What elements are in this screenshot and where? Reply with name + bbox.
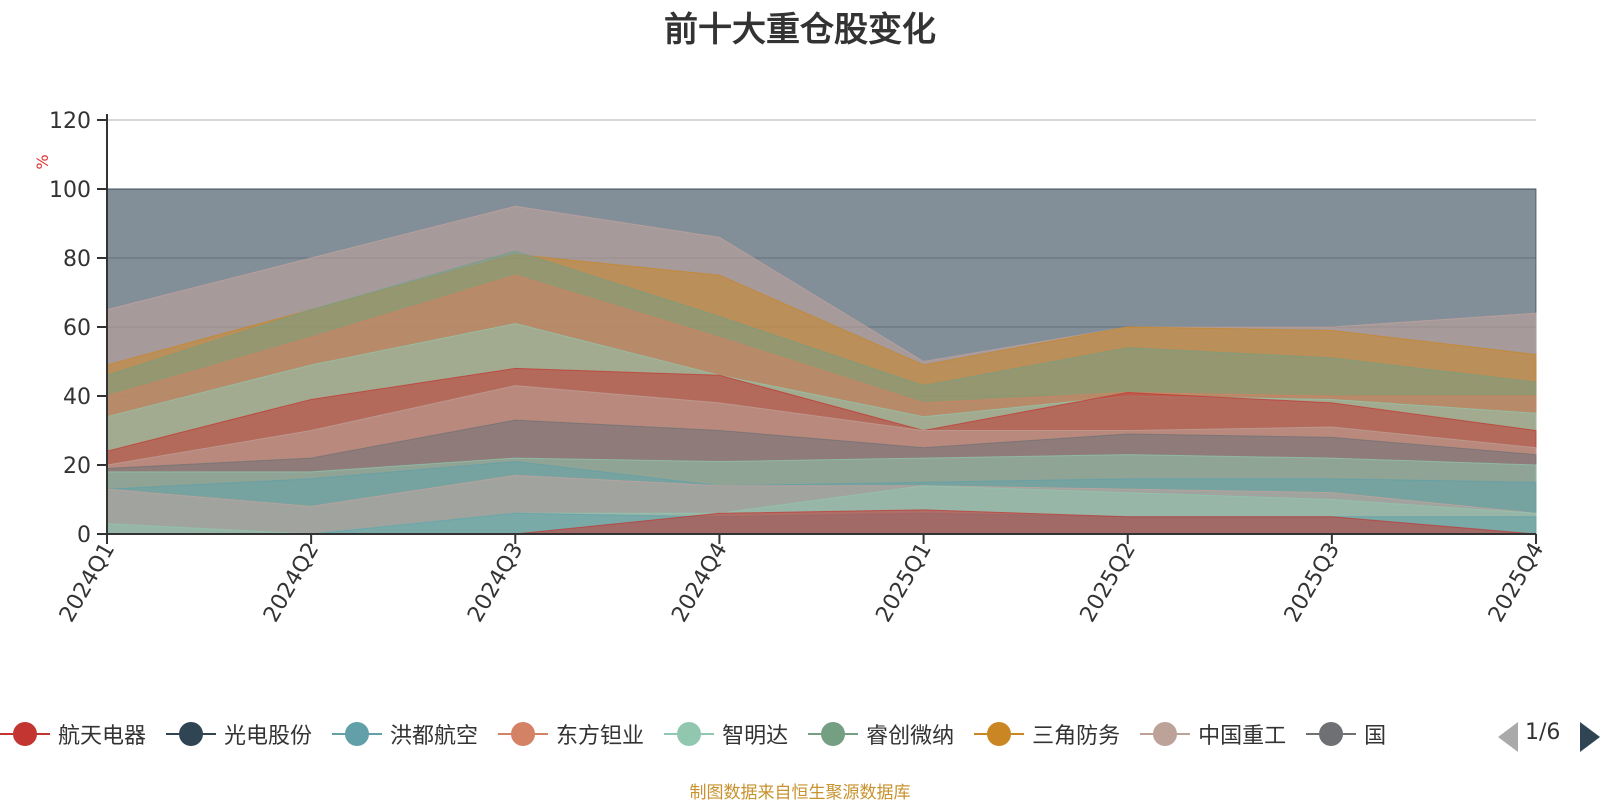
legend-marker-icon — [1306, 722, 1357, 746]
y-tick-label: 20 — [63, 454, 91, 479]
legend-item[interactable]: 航天电器 — [0, 714, 146, 754]
legend-next-page-icon[interactable] — [1580, 722, 1600, 752]
legend-label: 国 — [1364, 724, 1387, 749]
y-tick-label: 0 — [77, 523, 91, 548]
legend-label: 光电股份 — [224, 724, 313, 749]
chart-title: 前十大重仓股变化 — [664, 10, 936, 50]
legend-prev-page-icon[interactable] — [1498, 722, 1518, 752]
y-tick-label: 40 — [63, 385, 91, 410]
legend-marker-icon — [1140, 722, 1191, 746]
legend: 航天电器 光电股份 洪都航空 东方钽业 智明达 睿创微纳 三角防务 中国重工 国 — [0, 714, 1470, 754]
legend-item[interactable]: 洪都航空 — [332, 714, 478, 754]
legend-marker-icon — [332, 722, 383, 746]
legend-label: 洪都航空 — [390, 724, 479, 749]
legend-item[interactable]: 东方钽业 — [498, 714, 644, 754]
legend-marker-icon — [808, 722, 859, 746]
legend-label: 东方钽业 — [556, 724, 645, 749]
legend-label: 航天电器 — [58, 724, 147, 749]
y-tick-label: 60 — [63, 316, 91, 341]
legend-label: 睿创微纳 — [866, 724, 955, 749]
x-tick-label: 2024Q4 — [667, 539, 732, 627]
legend-page-indicator: 1/6 — [1525, 720, 1561, 745]
x-tick-label: 2025Q1 — [871, 539, 936, 627]
y-tick-label: 100 — [49, 178, 91, 203]
x-tick-label: 2024Q1 — [55, 539, 120, 627]
legend-item[interactable]: 光电股份 — [166, 714, 312, 754]
legend-marker-icon — [0, 722, 50, 746]
legend-label: 三角防务 — [1032, 724, 1121, 749]
legend-label: 中国重工 — [1198, 724, 1287, 749]
legend-item[interactable]: 国 — [1306, 714, 1386, 754]
legend-marker-icon — [974, 722, 1025, 746]
x-tick-label: 2025Q2 — [1076, 539, 1141, 627]
y-axis-label: % — [33, 154, 52, 169]
legend-item[interactable]: 智明达 — [664, 714, 788, 754]
x-tick-label: 2024Q2 — [259, 539, 324, 627]
x-tick-label: 2025Q3 — [1280, 539, 1345, 627]
legend-item[interactable]: 中国重工 — [1140, 714, 1286, 754]
y-tick-label: 80 — [63, 247, 91, 272]
legend-marker-icon — [498, 722, 549, 746]
y-tick-label: 120 — [49, 109, 91, 134]
source-note: 制图数据来自恒生聚源数据库 — [689, 783, 911, 803]
x-tick-label: 2024Q3 — [463, 539, 528, 627]
x-tick-label: 2025Q4 — [1484, 539, 1549, 627]
legend-item[interactable]: 睿创微纳 — [808, 714, 954, 754]
legend-pager: 1/6 — [1498, 718, 1600, 752]
chart-area: 0 20 40 60 80 100 120% 2024Q1 2024Q2 2024Q3 2024Q4… — [33, 109, 1549, 627]
legend-item[interactable]: 三角防务 — [974, 714, 1120, 754]
legend-label: 智明达 — [722, 724, 789, 749]
legend-marker-icon — [166, 722, 217, 746]
legend-marker-icon — [664, 722, 715, 746]
